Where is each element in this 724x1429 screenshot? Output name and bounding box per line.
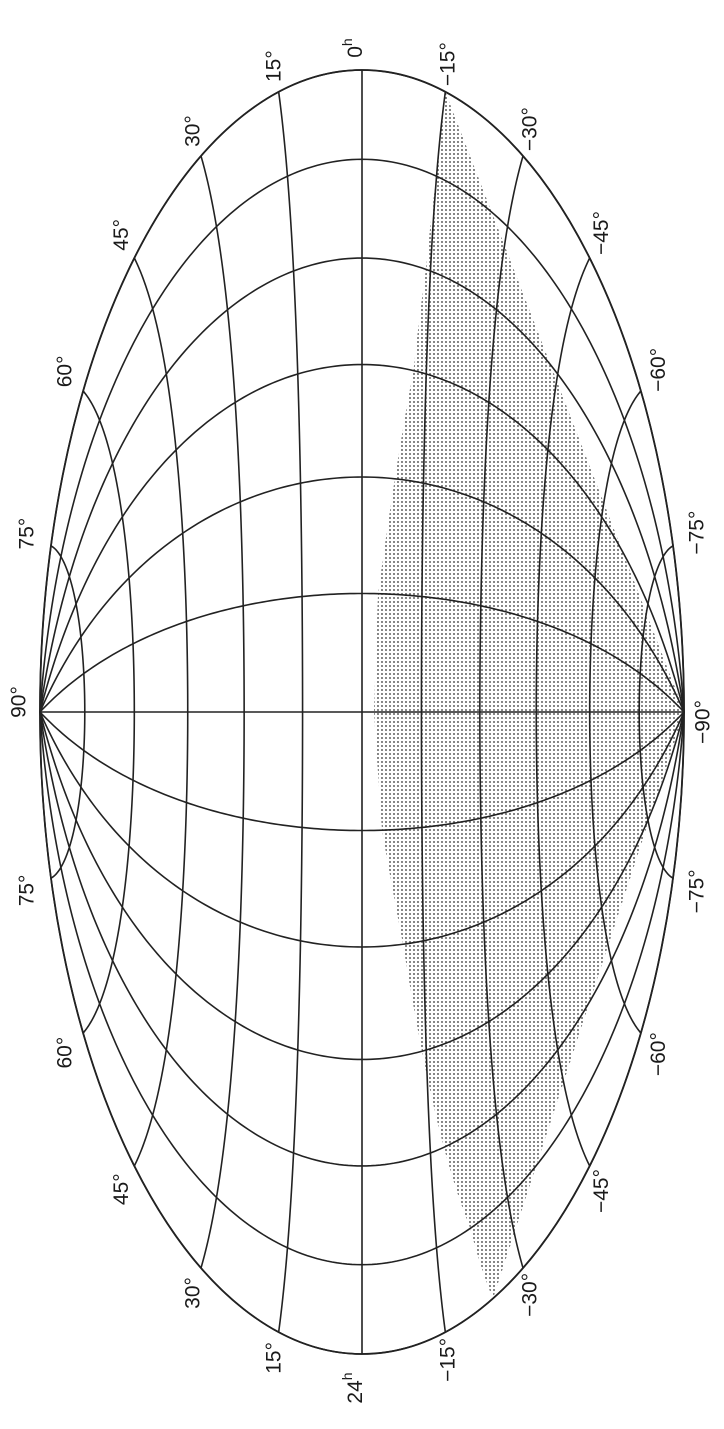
north-pole-label: 90°	[8, 686, 31, 718]
dec-label-upper-left: 30°	[181, 1277, 204, 1309]
parallel-line	[479, 155, 524, 1269]
parallel-line	[82, 390, 136, 1034]
parallel-line	[535, 257, 591, 1167]
coordinate-grid	[39, 69, 685, 1355]
dec-label-lower-left: −75°	[685, 869, 708, 913]
dec-label-lower-right: −45°	[590, 211, 613, 255]
dec-label-lower-left: −15°	[437, 1338, 460, 1382]
dec-label-upper-right: 30°	[181, 115, 204, 147]
south-pole-label: −90°	[692, 700, 715, 744]
parallel-line	[133, 257, 189, 1167]
dec-label-upper-right: 15°	[263, 50, 286, 82]
dec-label-upper-left: 75°	[16, 875, 39, 907]
dec-label-upper-left: 45°	[110, 1173, 133, 1205]
dec-label-lower-left: −45°	[590, 1169, 613, 1213]
coordinate-labels: 0h 24h 90° −90° 15° 30° 45° 60° 75° 75° …	[8, 38, 715, 1403]
survey-coverage-region	[373, 91, 684, 1299]
dec-label-lower-left: −60°	[647, 1032, 670, 1076]
parallel-line	[50, 545, 86, 879]
dec-label-lower-right: −30°	[518, 107, 541, 151]
dec-label-lower-right: −15°	[437, 42, 460, 86]
parallel-line	[277, 91, 304, 1333]
projection-boundary	[39, 69, 685, 1355]
dec-label-lower-right: −75°	[685, 511, 708, 555]
parallel-line	[200, 155, 245, 1269]
dec-label-upper-right: 60°	[54, 355, 77, 387]
dec-label-lower-left: −30°	[518, 1273, 541, 1317]
dec-label-upper-left: 60°	[54, 1037, 77, 1069]
parallel-line	[420, 91, 447, 1333]
dec-label-upper-left: 15°	[263, 1342, 286, 1374]
parallel-line	[638, 545, 674, 879]
dec-label-upper-right: 75°	[16, 518, 39, 550]
dec-label-lower-right: −60°	[647, 348, 670, 392]
ra-end-label: 24h	[339, 1372, 367, 1403]
coverage-dots	[373, 91, 684, 1299]
ra-start-label: 0h	[339, 38, 367, 57]
dec-label-upper-right: 45°	[110, 219, 133, 251]
parallel-line	[588, 390, 642, 1034]
